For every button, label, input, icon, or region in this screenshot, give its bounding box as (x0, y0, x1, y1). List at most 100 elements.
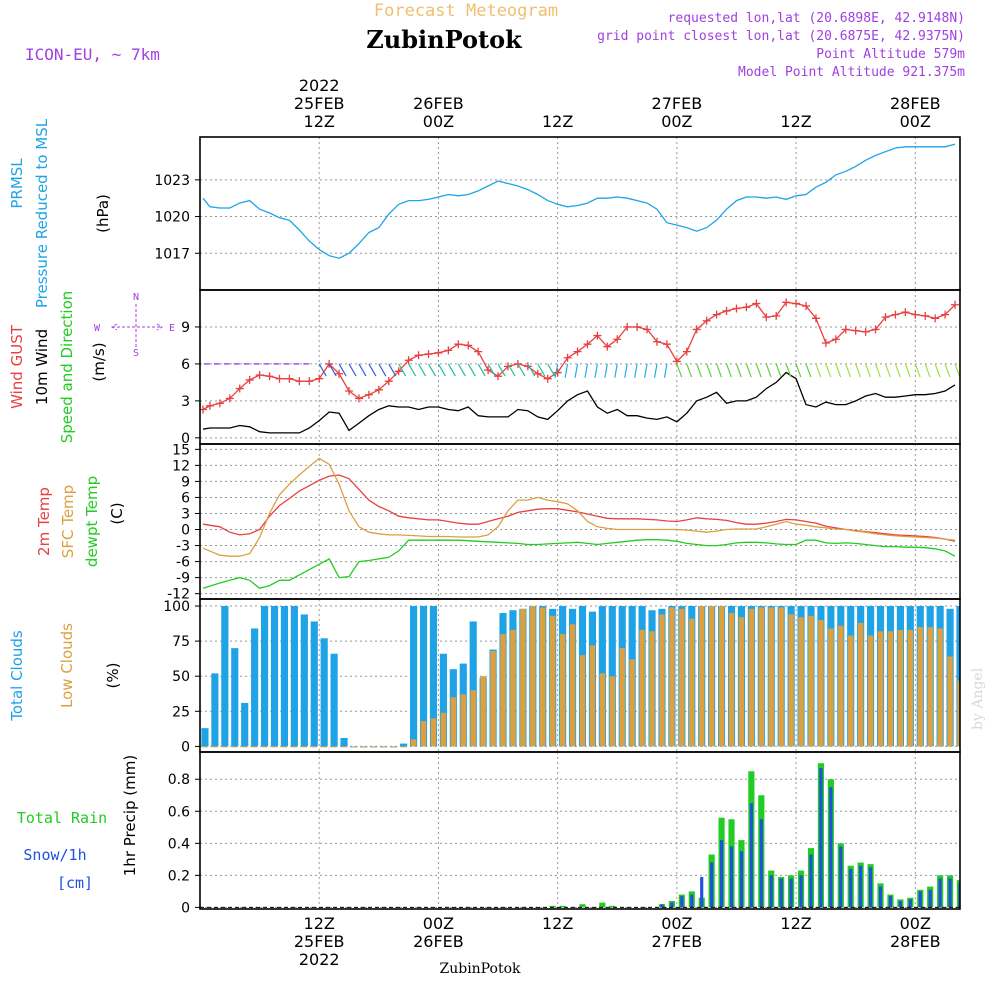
gust-marker (384, 377, 393, 386)
wind-arrow (686, 363, 693, 378)
bar-snow-1h (849, 868, 853, 908)
gust-marker (692, 325, 701, 334)
bar-snow-1h (769, 875, 773, 908)
bar-low-clouds (748, 608, 755, 747)
gust-marker (255, 371, 264, 380)
bar-total-rain (549, 905, 556, 908)
bar-snow-1h (888, 896, 893, 908)
gust-marker (325, 359, 334, 368)
gust-marker (921, 311, 930, 320)
gust-marker (404, 356, 413, 365)
bar-total-clouds (211, 673, 219, 747)
time-label: 12Z (780, 914, 811, 933)
bar-total-clouds (469, 621, 477, 747)
wind-arrow (457, 363, 466, 377)
wind-arrow (835, 363, 842, 378)
y-tick-label: 1017 (154, 246, 190, 262)
compass-w: W (94, 323, 101, 334)
bar-low-clouds (679, 608, 685, 747)
bar-low-clouds (589, 645, 596, 747)
wind-arrow (785, 363, 792, 378)
bar-total-clouds (270, 606, 279, 747)
y-tick-label: 6 (181, 357, 190, 373)
gust-marker (345, 387, 354, 396)
bar-snow-1h (719, 840, 724, 908)
bar-total-clouds (201, 728, 209, 747)
gust-marker (503, 362, 512, 371)
time-label: 00Z (423, 112, 454, 131)
bar-snow-1h (789, 878, 793, 908)
bar-snow-1h (938, 878, 942, 908)
y-tick-label: 15 (172, 442, 190, 458)
bar-low-clouds (301, 746, 308, 748)
time-label: 28FEB (890, 94, 941, 113)
bar-low-clouds (619, 648, 625, 747)
y-label: (m/s) (90, 342, 108, 381)
wind-arrow (934, 363, 941, 378)
bar-low-clouds (520, 608, 526, 747)
gust-marker (543, 374, 552, 383)
y-tick-label: -3 (176, 539, 190, 555)
time-label: 26FEB (413, 932, 464, 951)
bar-low-clouds (222, 746, 228, 748)
gust-marker (861, 327, 870, 336)
bar-total-clouds (330, 653, 338, 747)
bar-low-clouds (927, 627, 933, 747)
wind-arrow (447, 363, 456, 377)
bar-low-clouds (708, 606, 715, 747)
bar-low-clouds (599, 673, 606, 747)
panel-frame (199, 443, 961, 600)
panel-frame (199, 751, 961, 910)
gust-marker (593, 331, 602, 340)
wind-arrow (318, 363, 327, 377)
wind-arrow (795, 363, 802, 378)
wind-arrow (594, 363, 598, 378)
y-tick-label: 0.6 (168, 804, 190, 820)
bar-snow-1h (759, 819, 763, 908)
bar-low-clouds (490, 650, 496, 747)
gust-marker (225, 394, 234, 403)
bar-low-clouds (540, 607, 546, 747)
bar-low-clouds (639, 629, 645, 747)
bar-low-clouds (251, 746, 258, 748)
wind-arrow (745, 363, 752, 378)
gust-marker (871, 325, 880, 334)
wind-arrow (584, 363, 589, 378)
bar-low-clouds (758, 607, 765, 747)
data-clouds (201, 606, 960, 748)
bar-snow-1h (690, 894, 694, 908)
bar-low-clouds (877, 631, 884, 747)
bar-low-clouds (798, 617, 804, 747)
y-tick-label: -9 (176, 571, 190, 587)
wind-arrow (497, 363, 506, 377)
time-label: 25FEB (294, 932, 345, 951)
bar-low-clouds (510, 629, 516, 747)
gust-marker (682, 347, 691, 356)
gust-marker (762, 313, 771, 322)
gust-marker (494, 372, 503, 381)
closest-point: grid point closest lon,lat (20.6875E, 42… (597, 29, 965, 44)
time-label: 27FEB (652, 932, 703, 951)
time-label: 12Z (542, 914, 573, 933)
gust-marker (335, 369, 344, 378)
precip-legend-label: Snow/1h (23, 846, 86, 864)
bar-snow-1h (918, 891, 922, 908)
gust-marker (424, 350, 433, 359)
bar-low-clouds (857, 622, 864, 747)
series-2m-temp (202, 474, 956, 542)
gust-marker (702, 316, 711, 325)
bar-snow-1h (729, 846, 734, 908)
bar-low-clouds (400, 746, 407, 748)
wind-arrow (696, 363, 703, 378)
gust-marker (782, 298, 791, 307)
bar-low-clouds (569, 624, 576, 747)
time-label: 2022 (299, 76, 340, 95)
bar-low-clouds (410, 739, 417, 747)
wind-arrow (815, 363, 822, 378)
wind-arrow (735, 363, 742, 378)
y-label: SFC Temp (59, 485, 77, 558)
wind-arrow (547, 363, 556, 377)
bar-snow-1h (749, 803, 753, 908)
